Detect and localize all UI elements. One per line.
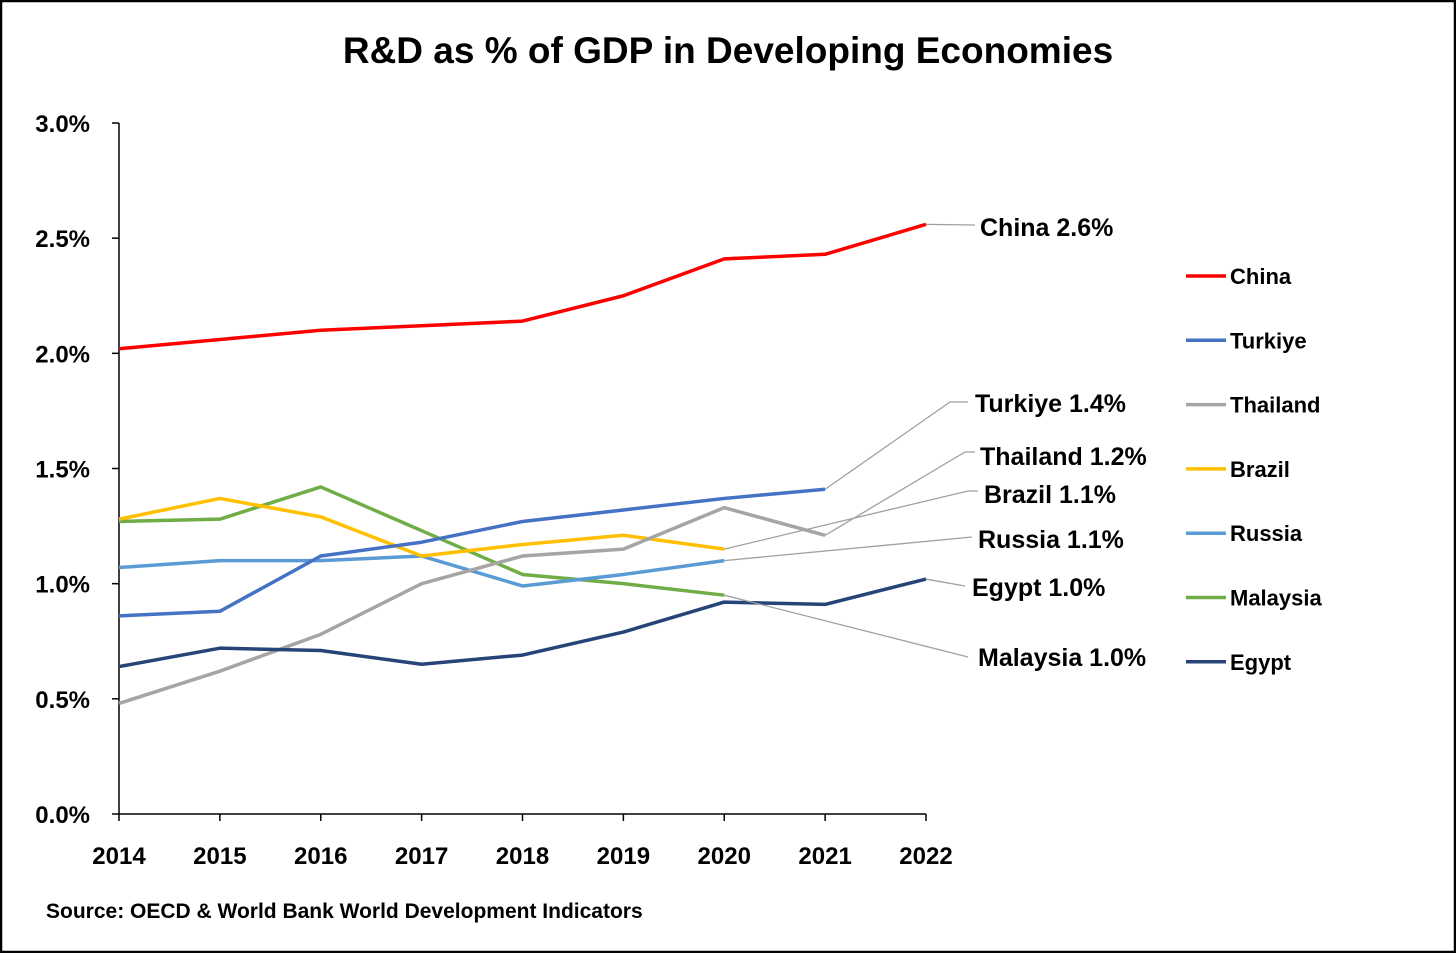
x-tick-label: 2022 xyxy=(899,843,952,870)
leader-line-russia xyxy=(724,536,973,562)
x-tick-label: 2018 xyxy=(496,843,549,870)
legend-label: Turkiye xyxy=(1230,328,1307,353)
legend-item-brazil: Brazil xyxy=(1186,457,1290,482)
leader-line-china xyxy=(925,223,976,226)
data-label-china: China 2.6% xyxy=(980,214,1113,242)
leader-line-egypt xyxy=(925,578,966,587)
leader-line-brazil xyxy=(724,490,978,550)
data-label-russia: Russia 1.1% xyxy=(978,526,1124,554)
series-line-thailand xyxy=(118,505,826,706)
data-label-egypt: Egypt 1.0% xyxy=(972,574,1105,602)
legend-label: Brazil xyxy=(1230,457,1290,482)
chart-title: R&D as % of GDP in Developing Economies xyxy=(343,30,1113,71)
x-tick-label: 2019 xyxy=(597,843,650,870)
data-label-malaysia: Malaysia 1.0% xyxy=(978,644,1146,672)
series-line-egypt xyxy=(118,577,927,669)
legend-label: Egypt xyxy=(1230,650,1292,675)
series-line-turkiye xyxy=(118,487,826,618)
y-tick-label: 2.5% xyxy=(35,226,90,253)
legend-item-china: China xyxy=(1186,264,1292,289)
legend-label: Malaysia xyxy=(1230,586,1322,611)
x-tick-label: 2020 xyxy=(698,843,751,870)
data-label-turkiye: Turkiye 1.4% xyxy=(975,390,1126,418)
legend-item-thailand: Thailand xyxy=(1186,393,1320,418)
source-note: Source: OECD & World Bank World Developm… xyxy=(46,900,643,923)
y-tick-label: 2.0% xyxy=(35,341,90,368)
legend-label: China xyxy=(1230,264,1292,289)
x-tick-label: 2021 xyxy=(798,843,851,870)
leader-line-malaysia xyxy=(724,594,969,658)
y-tick-label: 0.0% xyxy=(35,802,90,829)
series-line-china xyxy=(118,222,927,351)
x-tick-label: 2015 xyxy=(193,843,246,870)
series-line-brazil xyxy=(118,496,725,558)
leader-line-turkiye xyxy=(824,401,968,490)
y-tick-label: 1.0% xyxy=(35,572,90,599)
legend-item-malaysia: Malaysia xyxy=(1186,586,1322,611)
y-tick-label: 1.5% xyxy=(35,457,90,484)
legend-label: Russia xyxy=(1230,521,1303,546)
x-tick-label: 2016 xyxy=(294,843,347,870)
legend-item-russia: Russia xyxy=(1186,521,1303,546)
data-label-thailand: Thailand 1.2% xyxy=(980,443,1147,471)
y-tick-label: 0.5% xyxy=(35,687,90,714)
x-tick-label: 2017 xyxy=(395,843,448,870)
legend-label: Thailand xyxy=(1230,393,1320,418)
y-tick-label: 3.0% xyxy=(35,111,90,138)
legend-item-egypt: Egypt xyxy=(1186,650,1292,675)
series-line-malaysia xyxy=(118,485,725,597)
legend-item-turkiye: Turkiye xyxy=(1186,328,1307,353)
x-tick-label: 2014 xyxy=(92,843,146,870)
data-label-brazil: Brazil 1.1% xyxy=(984,481,1116,509)
leader-line-thailand xyxy=(824,451,975,536)
